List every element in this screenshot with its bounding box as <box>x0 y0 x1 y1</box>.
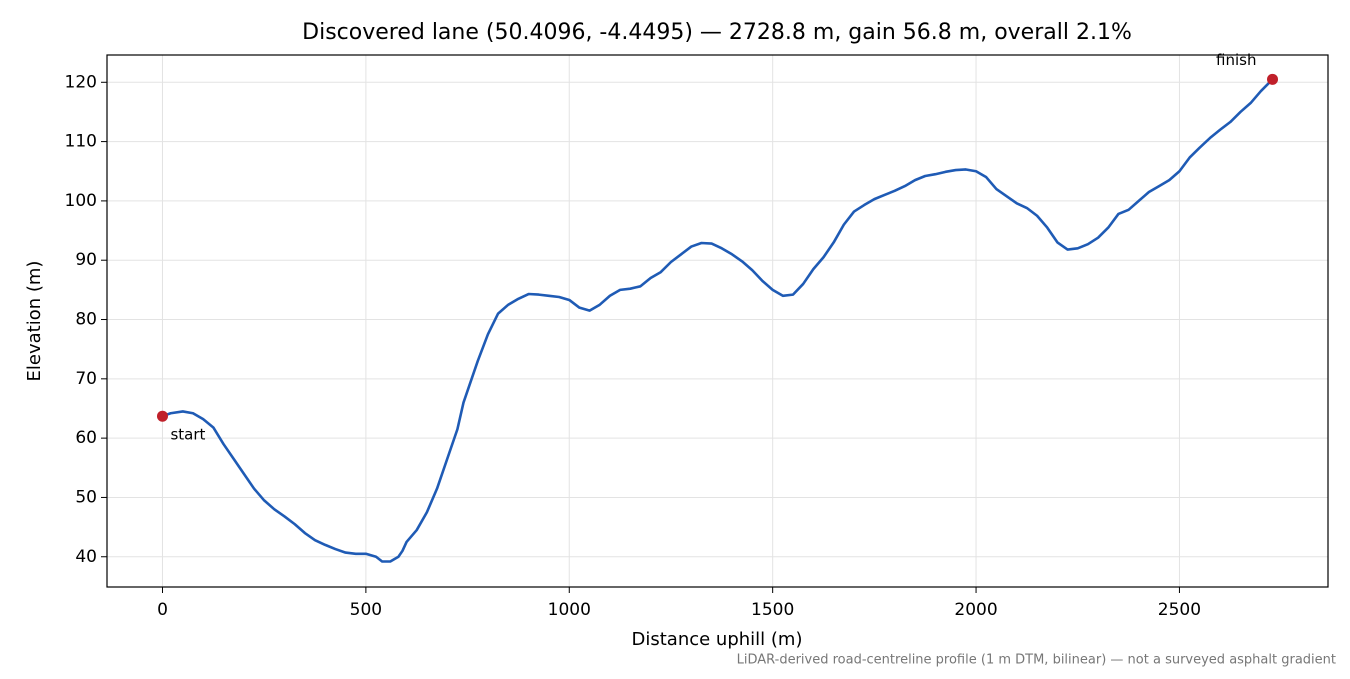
x-tick-label: 1000 <box>548 600 591 620</box>
endpoint-marker <box>156 410 168 422</box>
y-axis-label: Elevation (m) <box>24 261 45 382</box>
endpoint-label: finish <box>1216 51 1256 69</box>
y-tick-label: 50 <box>75 487 97 507</box>
y-tick-label: 90 <box>75 250 97 270</box>
x-axis-label: Distance uphill (m) <box>632 629 803 650</box>
x-tick-label: 0 <box>157 600 168 620</box>
y-tick-label: 60 <box>75 428 97 448</box>
x-tick-label: 2500 <box>1158 600 1201 620</box>
plot-frame <box>106 54 1329 588</box>
y-tick-label: 120 <box>65 72 97 92</box>
x-tick-label: 2000 <box>954 600 997 620</box>
y-tick-label: 100 <box>65 191 97 211</box>
endpoint-label: start <box>170 426 205 444</box>
profile-line <box>162 78 1274 563</box>
y-tick-label: 40 <box>75 547 97 567</box>
y-tick-label: 80 <box>75 310 97 330</box>
x-tick-label: 500 <box>350 600 382 620</box>
endpoint-marker <box>1267 73 1279 85</box>
x-tick-label: 1500 <box>751 600 794 620</box>
y-tick-label: 70 <box>75 369 97 389</box>
chart-title: Discovered lane (50.4096, -4.4495) — 272… <box>302 20 1132 45</box>
footnote: LiDAR-derived road-centreline profile (1… <box>737 653 1336 668</box>
y-tick-label: 110 <box>65 132 97 152</box>
